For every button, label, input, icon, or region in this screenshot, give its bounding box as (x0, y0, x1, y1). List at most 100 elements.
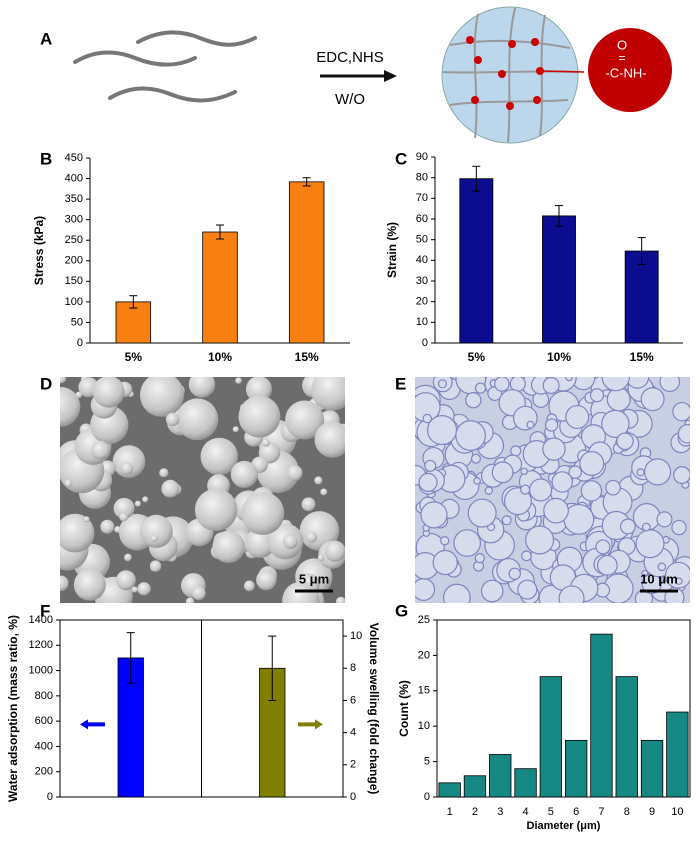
particle (116, 570, 136, 591)
x-tick-label: 10% (208, 350, 232, 364)
y-tick-label: 800 (35, 690, 53, 702)
particle (455, 420, 487, 451)
particle (619, 518, 636, 535)
y-tick-label: 1200 (29, 639, 53, 651)
particle (589, 388, 605, 403)
x-tick-label: 8 (624, 806, 630, 818)
bar (564, 739, 588, 798)
y-tick-label: 600 (35, 715, 53, 727)
y2-tick-label: 2 (350, 759, 356, 771)
particle (675, 577, 683, 585)
bar (542, 215, 576, 344)
particle (525, 525, 555, 555)
arrow-head (384, 70, 397, 82)
particle (113, 497, 135, 519)
particle (480, 579, 504, 603)
particle (245, 377, 272, 403)
frame (436, 619, 691, 798)
chart: G 0 5 10 15 20 25 Count (%) Diameter (μm) 1 2 3 4 5 6 7… (395, 601, 691, 832)
bar (115, 301, 152, 344)
panel-label: B (40, 149, 52, 168)
y-tick-label: 0 (77, 337, 83, 349)
particle (580, 480, 603, 502)
particle (526, 420, 535, 429)
x-tick-label: 10% (547, 350, 571, 364)
particle (565, 404, 590, 430)
x-tick-label: 5% (468, 350, 486, 364)
particles (415, 377, 690, 603)
particle (509, 377, 526, 392)
particle (664, 561, 690, 589)
particle (165, 412, 180, 427)
y-tick-label: 0 (47, 791, 53, 803)
particle (424, 459, 437, 472)
particle (75, 391, 83, 399)
particle (542, 437, 566, 461)
group-text: O (617, 37, 627, 52)
particle (314, 421, 345, 458)
y-tick-label: 10 (418, 720, 430, 732)
scale-bar-label: 10 μm (640, 571, 678, 586)
particle (517, 579, 538, 600)
particle (510, 445, 522, 457)
particle (432, 549, 458, 576)
particle (317, 554, 325, 562)
particle (473, 477, 481, 485)
particle (60, 513, 95, 553)
y-tick-label: 50 (416, 234, 428, 246)
particle (245, 527, 276, 558)
particle (238, 395, 281, 438)
polymer-chain (108, 86, 237, 103)
bar (463, 775, 487, 798)
particle (418, 472, 438, 492)
y-tick-label: 25 (418, 614, 430, 626)
x-tick-label: 15% (295, 350, 319, 364)
error-bar (268, 635, 277, 701)
group-text: = (618, 51, 625, 65)
micrograph (415, 377, 690, 603)
particle (415, 578, 436, 601)
particle (119, 512, 128, 522)
particle (286, 465, 303, 482)
scale-bar-label: 5 μm (299, 571, 329, 586)
y2-tick-label: 10 (350, 630, 362, 642)
y-tick-label: 250 (65, 234, 83, 246)
panel-label: E (395, 374, 406, 393)
bar (514, 768, 537, 798)
error-bar (129, 295, 138, 309)
particle (232, 426, 239, 433)
particle (616, 432, 634, 451)
y-tick-label: 350 (65, 193, 83, 205)
particle (185, 597, 195, 603)
particle (422, 413, 433, 424)
panel-label: G (395, 601, 408, 620)
y2-tick-label: 0 (350, 791, 356, 803)
x-tick-label: 15% (630, 350, 654, 364)
network-line (507, 7, 516, 143)
particle (134, 500, 142, 507)
y-tick-label: 400 (65, 172, 83, 184)
y-axis-label: Stress (kPa) (32, 216, 46, 285)
bar (590, 633, 613, 798)
particle (673, 466, 690, 484)
particle (640, 387, 665, 412)
y2-tick-label: 6 (350, 694, 356, 706)
panel-label: A (40, 29, 52, 48)
y-axis-label: Count (%) (397, 680, 411, 737)
polymer-chain (136, 30, 257, 47)
condition-text: W/O (335, 91, 365, 108)
y-tick-label: 0 (424, 791, 430, 803)
error-bar (637, 237, 646, 265)
group-text: -C-NH- (605, 65, 646, 80)
particle (200, 437, 238, 476)
y-tick-label: 30 (416, 275, 428, 287)
network-line (449, 99, 569, 106)
particle (542, 377, 560, 395)
particle (453, 529, 482, 557)
particle (644, 458, 672, 486)
particle (256, 569, 277, 591)
particle (176, 398, 219, 441)
particle (91, 440, 110, 460)
zoom-arrow (541, 70, 585, 73)
particle (151, 535, 158, 542)
